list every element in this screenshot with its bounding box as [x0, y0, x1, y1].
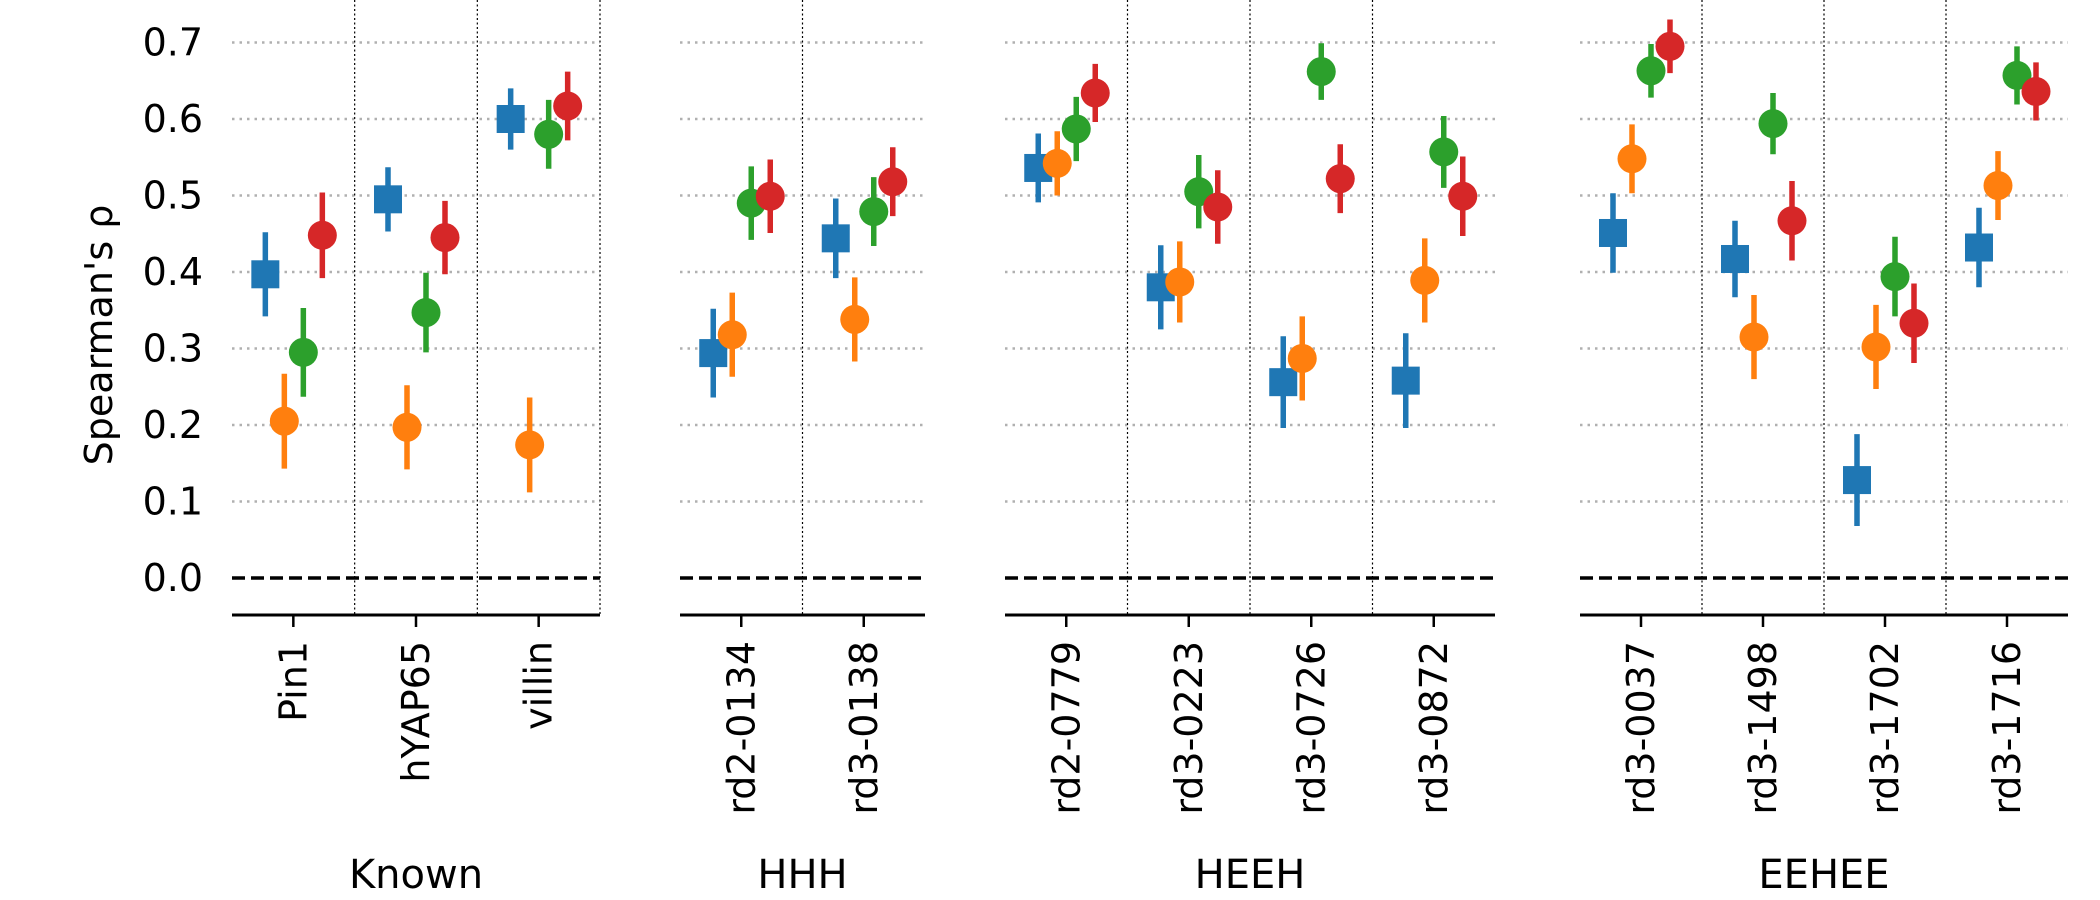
x-tick-label: rd3-0726	[1289, 641, 1333, 815]
y-tick-label: 0.6	[143, 97, 203, 141]
data-point-square	[251, 260, 280, 289]
group-label: HEEH	[1195, 852, 1306, 898]
data-point-square	[821, 224, 850, 253]
data-point-square	[1391, 366, 1420, 395]
data-point-circle	[1899, 308, 1929, 338]
data-point-square	[1843, 466, 1871, 495]
data-point-circle	[553, 91, 583, 121]
y-tick-label: 0.3	[143, 327, 203, 371]
y-tick-label: 0.1	[143, 480, 203, 524]
data-point-circle	[1165, 267, 1195, 297]
data-point-circle	[269, 406, 299, 436]
data-point-square	[496, 105, 525, 133]
data-point-circle	[1429, 137, 1459, 167]
chart-panels: Pin1 hYAP65 villin Known rd2-0134 rd3-0138 HHH…	[232, 0, 2068, 898]
group-label: HHH	[757, 852, 847, 898]
data-point-circle	[2002, 60, 2032, 90]
panel-hhh: rd2-0134 rd3-0138 HHH	[680, 0, 925, 898]
data-point-circle	[392, 412, 422, 442]
panel-known: Pin1 hYAP65 villin Known	[232, 0, 601, 898]
data-point-circle	[1306, 57, 1336, 87]
data-point-circle	[1287, 343, 1317, 373]
x-tick-label: rd2-0779	[1044, 641, 1088, 815]
data-point-square	[1269, 368, 1298, 397]
data-point-circle	[840, 304, 870, 334]
x-tick-label: rd3-1716	[1985, 641, 2029, 815]
data-point-circle	[515, 430, 545, 460]
data-point-circle	[534, 119, 564, 149]
x-tick-label: rd2-0134	[719, 641, 763, 815]
x-tick-label: rd3-0223	[1167, 641, 1211, 815]
data-point-circle	[1758, 109, 1788, 139]
x-tick-label: rd3-1702	[1863, 641, 1907, 815]
group-label: EEHEE	[1758, 852, 1889, 898]
x-tick-label: hYAP65	[394, 641, 438, 783]
data-point-circle	[717, 320, 747, 350]
x-tick-label: rd3-0872	[1412, 641, 1456, 815]
data-point-circle	[878, 167, 908, 197]
x-tick-label: rd3-1498	[1741, 641, 1785, 815]
data-point-circle	[1061, 114, 1091, 144]
data-point-circle	[288, 337, 318, 367]
data-point-circle	[2021, 76, 2051, 106]
data-point-circle	[1880, 262, 1910, 292]
y-tick-label: 0.5	[143, 174, 203, 218]
data-point-circle	[1410, 265, 1440, 295]
data-point-square	[1721, 244, 1749, 273]
y-tick-label: 0.7	[143, 21, 203, 65]
data-point-circle	[1617, 144, 1647, 174]
panel-eehee: rd3-0037 rd3-1498 rd3-1702 rd3-1716 EEHEE	[1580, 0, 2068, 898]
data-point-square	[1965, 233, 1993, 262]
y-axis-ticks: 0.0 0.1 0.2 0.3 0.4 0.5 0.6 0.7	[143, 21, 203, 601]
data-point-square	[1599, 218, 1627, 247]
data-point-circle	[1448, 181, 1478, 211]
y-tick-label: 0.4	[143, 250, 203, 294]
data-point-circle	[1636, 56, 1666, 86]
x-tick-label: rd3-0037	[1619, 641, 1663, 815]
data-point-circle	[1739, 322, 1769, 352]
data-point-circle	[1983, 171, 2013, 201]
y-tick-label: 0.2	[143, 403, 203, 447]
data-point-circle	[430, 223, 460, 253]
x-tick-label: rd3-0138	[842, 641, 886, 815]
data-point-circle	[1655, 31, 1685, 61]
data-point-circle	[1203, 192, 1233, 222]
data-point-circle	[1861, 332, 1891, 362]
group-label: Known	[349, 852, 483, 898]
panel-heeh: rd2-0779 rd3-0223 rd3-0726 rd3-0872 HEEH	[1005, 0, 1495, 898]
data-point-square	[374, 185, 402, 214]
data-point-circle	[411, 298, 441, 328]
data-point-circle	[1325, 164, 1355, 194]
x-tick-label: Pin1	[271, 641, 315, 722]
data-point-circle	[859, 197, 889, 227]
x-tick-label: villin	[517, 641, 561, 730]
y-axis-label: Spearman's ρ	[77, 205, 121, 466]
data-point-circle	[1042, 148, 1072, 178]
y-tick-label: 0.0	[143, 556, 203, 600]
data-point-circle	[755, 181, 785, 211]
data-point-circle	[1080, 78, 1110, 108]
data-point-circle	[307, 220, 337, 250]
data-point-circle	[1777, 206, 1807, 236]
